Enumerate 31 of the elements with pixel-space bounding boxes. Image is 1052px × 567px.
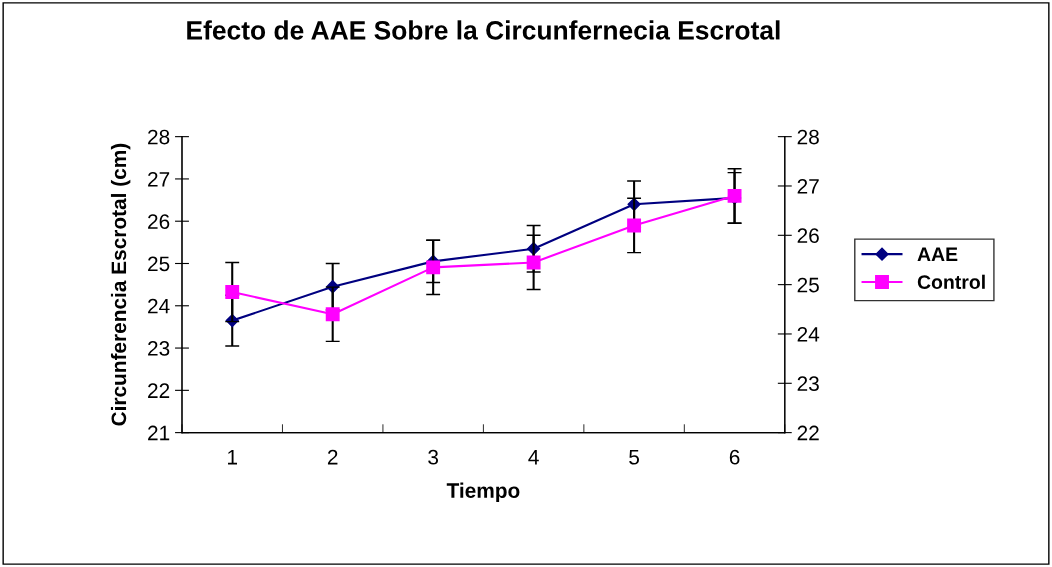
y2-tick-label: 28 bbox=[797, 129, 819, 145]
legend-label: Control bbox=[917, 274, 985, 289]
x-tick-label: 3 bbox=[428, 449, 439, 465]
x-tick-label: 1 bbox=[228, 450, 238, 465]
y-tick-label: 24 bbox=[148, 298, 170, 314]
y2-tick-label: 24 bbox=[797, 326, 820, 342]
y-tick-label: 25 bbox=[148, 256, 170, 272]
y2-tick-label: 26 bbox=[797, 228, 819, 244]
point bbox=[225, 285, 240, 299]
point bbox=[325, 307, 340, 322]
chart-title: Efecto de AAE Sobre la Circunfernecia Escrotal bbox=[187, 20, 780, 40]
x-tick-label: 6 bbox=[729, 449, 740, 465]
point bbox=[426, 260, 441, 275]
y2-tick-label: 23 bbox=[797, 376, 819, 392]
y2-tick-label: 22 bbox=[797, 425, 819, 441]
y-tick-label: 27 bbox=[148, 171, 170, 187]
x-tick-label: 4 bbox=[528, 450, 539, 465]
y-tick-label: 23 bbox=[148, 341, 170, 356]
y-axis-title: Circunferencia Escrotal (cm) bbox=[110, 143, 131, 426]
y-tick-label: 21 bbox=[148, 425, 170, 441]
x-axis-title: Tiempo bbox=[446, 482, 520, 503]
y2-tick-label: 25 bbox=[797, 277, 819, 293]
point bbox=[526, 255, 541, 270]
legend-label: AAE bbox=[917, 247, 958, 261]
x-tick-label: 5 bbox=[629, 450, 640, 465]
y2-tick-label: 27 bbox=[797, 178, 819, 194]
point bbox=[627, 218, 642, 233]
x-tick-label: 2 bbox=[327, 449, 338, 465]
y-tick-label: 22 bbox=[148, 383, 170, 398]
y-tick-label: 28 bbox=[148, 129, 170, 145]
y-tick-label: 26 bbox=[148, 214, 170, 229]
